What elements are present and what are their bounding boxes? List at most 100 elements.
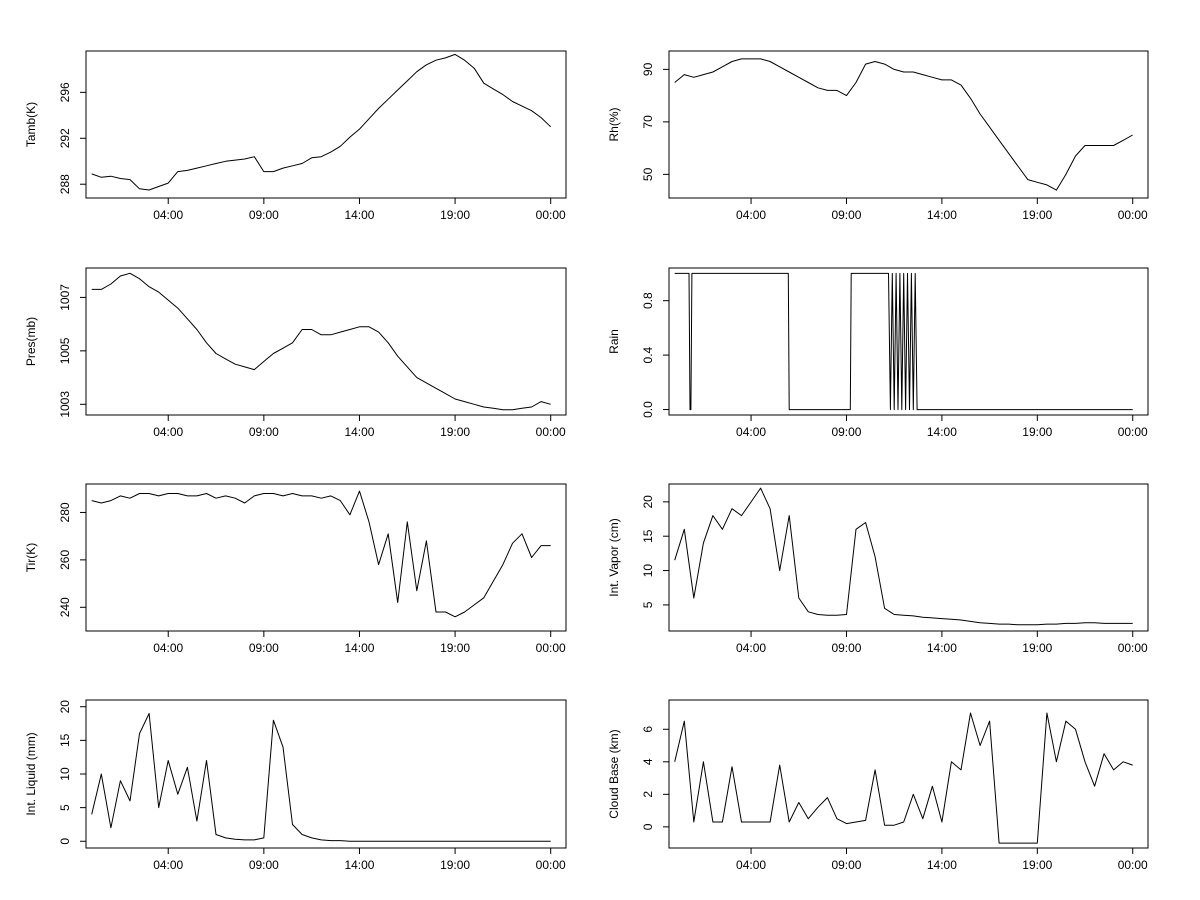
x-tick-label: 14:00: [344, 858, 374, 872]
x-tick-label: 00:00: [536, 208, 566, 222]
x-tick-label: 14:00: [344, 208, 374, 222]
series-line: [91, 272, 551, 411]
x-tick-label: 14:00: [344, 425, 374, 439]
y-tick-label: 1007: [58, 284, 72, 311]
plot-frame: [85, 50, 567, 199]
plot-frame: [85, 699, 567, 849]
y-tick-label: 5: [58, 804, 72, 811]
y-tick-label: 240: [58, 597, 72, 617]
y-tick-label: 0: [58, 838, 72, 845]
plot-frame: [668, 267, 1149, 416]
y-axis-label: Tamb(K): [24, 102, 38, 147]
y-tick-label: 296: [58, 82, 72, 102]
x-tick-label: 09:00: [831, 858, 861, 872]
y-axis-label: Pres(mb): [24, 317, 38, 366]
x-tick-label: 09:00: [831, 641, 861, 655]
x-tick-label: 19:00: [1022, 858, 1052, 872]
y-tick-label: 0.0: [641, 401, 655, 418]
plot-frame: [668, 50, 1149, 199]
y-tick-label: 15: [58, 733, 72, 747]
plot-frame: [85, 267, 567, 416]
series-line: [91, 53, 552, 191]
panel-5: 04:00 09:00 14:00 19:00 00:00 240 260 280 Tir(K): [24, 483, 567, 655]
panel-6: 04:00 09:00 14:00 19:00 00:00 5 10 15 20 Int. Vap…: [607, 483, 1149, 655]
y-tick-label: 2: [641, 791, 655, 798]
panel-1: 04:00 09:00 14:00 19:00 00:00 288 292 296 Tamb(K…: [24, 50, 567, 222]
x-tick-label: 14:00: [344, 641, 374, 655]
y-tick-label: 280: [58, 502, 72, 522]
x-tick-label: 09:00: [831, 425, 861, 439]
x-tick-label: 00:00: [536, 641, 566, 655]
panel-3: 04:00 09:00 14:00 19:00 00:00 1003 1005 1007 Pre…: [24, 267, 567, 439]
y-tick-label: 4: [641, 758, 655, 765]
series-line: [674, 58, 1133, 191]
y-axis-label: Int. Vapor (cm): [607, 518, 621, 596]
x-tick-label: 04:00: [736, 858, 766, 872]
series-line: [91, 490, 551, 618]
plot-frame: [85, 483, 567, 632]
x-tick-label: 00:00: [1118, 641, 1148, 655]
y-axis-label: Cloud Base (km): [607, 729, 621, 818]
x-tick-label: 19:00: [1022, 208, 1052, 222]
x-tick-label: 09:00: [249, 208, 279, 222]
x-tick-label: 14:00: [927, 641, 957, 655]
plot-frame: [668, 483, 1149, 632]
y-tick-label: 1005: [58, 337, 72, 364]
x-tick-label: 14:00: [927, 208, 957, 222]
y-tick-label: 10: [641, 564, 655, 578]
panel-7: 04:00 09:00 14:00 19:00 00:00 0 5 10 15 20 Int. Li…: [24, 699, 567, 872]
y-tick-label: 0.8: [641, 292, 655, 309]
x-tick-label: 19:00: [440, 425, 470, 439]
x-tick-label: 04:00: [153, 208, 183, 222]
y-tick-label: 70: [641, 115, 655, 129]
x-tick-label: 00:00: [536, 425, 566, 439]
x-tick-label: 14:00: [927, 858, 957, 872]
y-tick-label: 20: [641, 495, 655, 509]
y-tick-label: 5: [641, 601, 655, 608]
y-tick-label: 1003: [58, 391, 72, 418]
y-tick-label: 0.4: [641, 346, 655, 363]
y-tick-label: 15: [641, 529, 655, 543]
panel-4: 04:00 09:00 14:00 19:00 00:00 0.0 0.4 0.8 Rain: [607, 267, 1149, 439]
y-tick-label: 288: [58, 174, 72, 194]
x-tick-label: 14:00: [927, 425, 957, 439]
y-tick-label: 0: [641, 823, 655, 830]
series-line: [674, 712, 1133, 844]
x-tick-label: 00:00: [536, 858, 566, 872]
y-axis-label: Tir(K): [24, 543, 38, 573]
x-tick-label: 09:00: [249, 425, 279, 439]
x-tick-label: 19:00: [440, 858, 470, 872]
x-tick-label: 19:00: [440, 641, 470, 655]
x-tick-label: 00:00: [1118, 425, 1148, 439]
x-tick-label: 09:00: [249, 641, 279, 655]
plot-frame: [668, 699, 1149, 849]
series-line: [674, 487, 1133, 626]
y-axis-label: Rain: [607, 329, 621, 354]
series-line: [91, 713, 551, 842]
y-tick-label: 6: [641, 726, 655, 733]
panel-8: 04:00 09:00 14:00 19:00 00:00 0 2 4 6 Cloud Base …: [607, 699, 1149, 872]
x-tick-label: 04:00: [736, 641, 766, 655]
y-tick-label: 90: [641, 62, 655, 76]
x-tick-label: 04:00: [153, 858, 183, 872]
y-tick-label: 260: [58, 550, 72, 570]
x-tick-label: 04:00: [736, 208, 766, 222]
x-tick-label: 04:00: [153, 425, 183, 439]
y-tick-label: 20: [58, 700, 72, 714]
x-tick-label: 19:00: [1022, 641, 1052, 655]
x-tick-label: 04:00: [736, 425, 766, 439]
y-axis-label: Int. Liquid (mm): [24, 732, 38, 815]
y-tick-label: 292: [58, 128, 72, 148]
y-tick-label: 50: [641, 167, 655, 181]
x-tick-label: 00:00: [1118, 208, 1148, 222]
series-line: [674, 272, 1133, 411]
x-tick-label: 09:00: [831, 208, 861, 222]
x-tick-label: 09:00: [249, 858, 279, 872]
panel-2: 04:00 09:00 14:00 19:00 00:00 50 70 90 Rh(%): [607, 50, 1149, 222]
y-axis-label: Rh(%): [607, 107, 621, 141]
x-tick-label: 00:00: [1118, 858, 1148, 872]
x-tick-label: 19:00: [440, 208, 470, 222]
x-tick-label: 19:00: [1022, 425, 1052, 439]
y-tick-label: 10: [58, 767, 72, 781]
